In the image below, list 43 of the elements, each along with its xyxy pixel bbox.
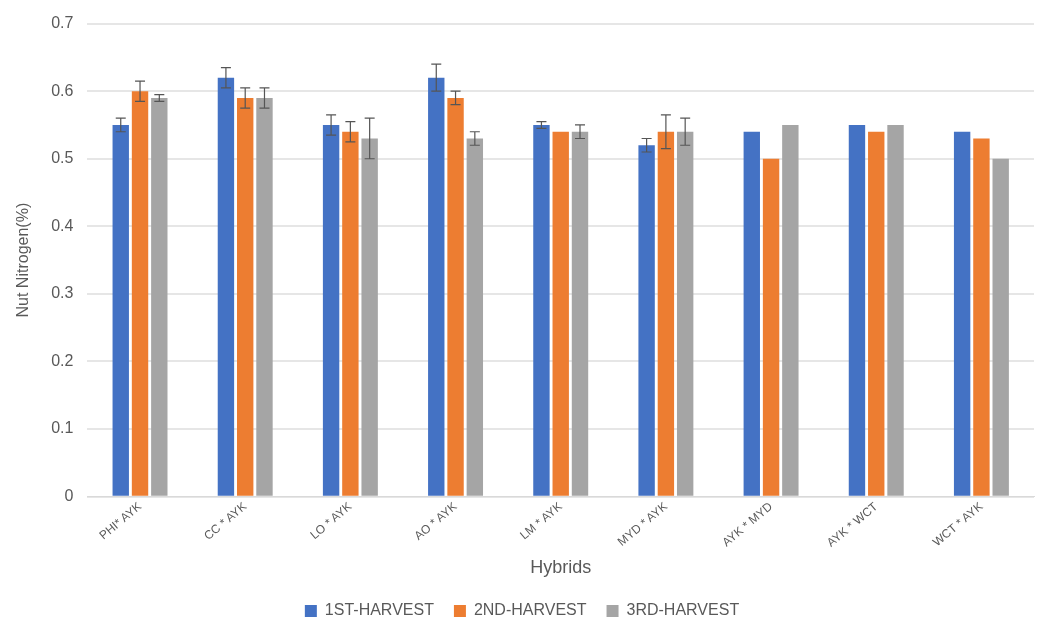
legend-label: 3RD-HARVEST xyxy=(626,601,740,619)
y-tick-label: 0.1 xyxy=(51,419,74,437)
bar xyxy=(887,124,904,496)
x-axis-title: Hybrids xyxy=(530,557,592,578)
y-tick-label: 0.6 xyxy=(51,81,74,99)
bar xyxy=(848,124,866,496)
y-axis-title: Nut Nitrogen(%) xyxy=(14,202,32,318)
bar xyxy=(361,138,378,496)
bar xyxy=(447,97,464,496)
bar xyxy=(953,131,971,496)
bar xyxy=(638,145,655,496)
x-tick-label: AO * AYK xyxy=(411,499,460,543)
bar xyxy=(657,131,675,496)
x-tick-label: LO * AYK xyxy=(307,499,355,542)
bar xyxy=(762,158,780,496)
y-tick-label: 0.4 xyxy=(51,216,74,234)
bar xyxy=(342,131,359,496)
bar xyxy=(322,124,340,496)
bar xyxy=(973,138,990,496)
bar xyxy=(552,131,569,496)
bar xyxy=(112,124,129,496)
bar xyxy=(151,97,168,496)
bar xyxy=(992,158,1009,496)
legend-label: 1ST-HARVEST xyxy=(324,601,435,619)
y-tick-label: 0.7 xyxy=(51,14,74,32)
bar xyxy=(676,131,694,496)
bar xyxy=(217,77,235,496)
bar xyxy=(743,131,760,496)
legend-label: 2ND-HARVEST xyxy=(473,601,587,619)
y-tick-label: 0.3 xyxy=(51,284,74,302)
y-tick-label: 0 xyxy=(64,487,74,505)
bar xyxy=(131,91,149,496)
bar xyxy=(571,131,589,496)
y-tick-label: 0.5 xyxy=(51,149,74,167)
x-tick-label: CC * AYK xyxy=(201,499,250,543)
bar xyxy=(466,138,484,496)
bar xyxy=(256,97,273,496)
bar xyxy=(782,124,799,496)
bar xyxy=(428,77,445,496)
y-tick-label: 0.2 xyxy=(51,351,74,369)
bar xyxy=(237,97,254,496)
bar xyxy=(868,131,885,496)
bar xyxy=(533,124,550,496)
